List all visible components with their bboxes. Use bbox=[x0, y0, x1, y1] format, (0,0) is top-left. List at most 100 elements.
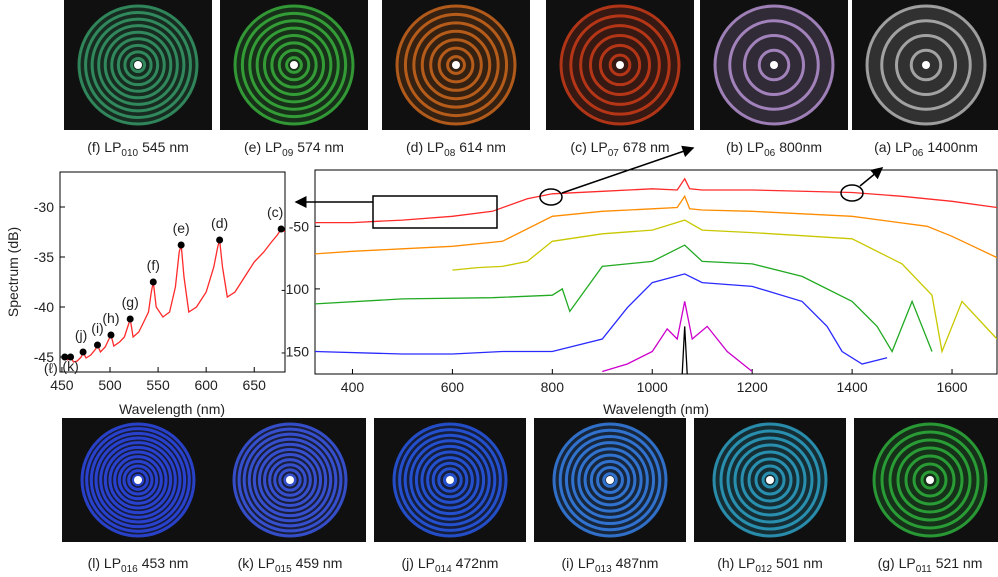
ring bbox=[589, 459, 631, 501]
core bbox=[926, 476, 934, 484]
ring bbox=[559, 4, 681, 126]
peak-label: (j) bbox=[75, 327, 87, 343]
plot-area bbox=[61, 228, 285, 363]
ring bbox=[103, 30, 173, 100]
x-tick-label: 500 bbox=[98, 377, 122, 393]
ring bbox=[552, 422, 668, 538]
caption: (b) LP06 800nm bbox=[726, 139, 822, 159]
peak-label: (ℓ) bbox=[44, 360, 58, 376]
ring bbox=[77, 4, 199, 126]
ring bbox=[888, 438, 972, 522]
plot-frame bbox=[314, 169, 998, 375]
ring bbox=[263, 34, 325, 96]
ring bbox=[733, 443, 807, 517]
caption-text: 574 nm bbox=[297, 139, 344, 155]
core bbox=[286, 476, 294, 484]
y-tick-label: -45 bbox=[34, 349, 54, 365]
zoom-box bbox=[372, 195, 498, 229]
ring bbox=[248, 19, 340, 111]
ring bbox=[909, 48, 943, 82]
x-tick-label: 450 bbox=[50, 377, 74, 393]
core bbox=[606, 476, 614, 484]
y-tick-label: -30 bbox=[34, 199, 54, 215]
mode-image bbox=[700, 0, 848, 130]
mode-image bbox=[62, 418, 214, 542]
y-tick-label: -50 bbox=[289, 218, 309, 234]
caption: (c) LP07 678 nm bbox=[570, 139, 669, 159]
peak-point bbox=[79, 348, 87, 356]
ring bbox=[558, 428, 662, 532]
ring bbox=[728, 19, 820, 111]
caption: (f) LP010 545 nm bbox=[87, 139, 189, 159]
caption-text: 678 nm bbox=[623, 139, 670, 155]
caption-sub: 015 bbox=[275, 564, 292, 575]
caption-label: (h) LP bbox=[717, 555, 755, 571]
ring bbox=[895, 34, 957, 96]
ring bbox=[583, 453, 637, 507]
peak-point bbox=[149, 278, 157, 286]
ring bbox=[285, 56, 303, 74]
ring bbox=[420, 450, 480, 510]
ring bbox=[277, 48, 311, 82]
ring bbox=[131, 473, 145, 487]
ring bbox=[920, 470, 940, 490]
ring bbox=[273, 463, 307, 497]
ring bbox=[257, 447, 323, 513]
caption: (k) LP015 459 nm bbox=[238, 555, 343, 575]
peak-label: (k) bbox=[62, 358, 78, 374]
core bbox=[616, 61, 624, 69]
caption-label: (k) LP bbox=[238, 555, 275, 571]
ring bbox=[117, 459, 159, 501]
ring bbox=[90, 17, 186, 113]
ring bbox=[726, 436, 814, 524]
y-axis-label: Spectrum (dB) bbox=[5, 227, 21, 317]
ring bbox=[743, 34, 805, 96]
ring bbox=[392, 422, 508, 538]
caption-text: 453 nm bbox=[142, 555, 189, 571]
ring bbox=[412, 21, 500, 109]
caption-label: (a) LP bbox=[874, 139, 912, 155]
ring bbox=[398, 428, 502, 532]
core bbox=[446, 476, 454, 484]
x-axis-label: Wavelength (nm) bbox=[119, 401, 225, 417]
x-tick-label: 650 bbox=[243, 377, 267, 393]
plot-area bbox=[315, 177, 997, 374]
ring bbox=[442, 472, 458, 488]
ring bbox=[596, 466, 624, 494]
peak-point bbox=[277, 225, 285, 233]
x-tick-label: 1400 bbox=[837, 379, 868, 395]
caption: (i) LP013 487nm bbox=[562, 555, 659, 575]
caption-text: 614 nm bbox=[459, 139, 506, 155]
ring bbox=[283, 473, 297, 487]
mode-image bbox=[374, 418, 526, 542]
ring bbox=[278, 468, 302, 492]
peak-label: (h) bbox=[102, 310, 119, 326]
caption-sub: 014 bbox=[435, 564, 452, 575]
peak-point bbox=[107, 331, 115, 339]
spectrum-line bbox=[315, 194, 997, 259]
ring bbox=[409, 439, 491, 521]
peak-label: (d) bbox=[211, 215, 228, 231]
ring bbox=[129, 56, 147, 74]
ring bbox=[85, 427, 191, 533]
plot-frame bbox=[59, 171, 286, 373]
ring bbox=[713, 4, 835, 126]
ring bbox=[571, 441, 649, 519]
caption-label: (g) LP bbox=[878, 555, 916, 571]
ring bbox=[429, 38, 483, 92]
ring bbox=[865, 4, 987, 126]
y-tick-label: -40 bbox=[34, 299, 54, 315]
ring bbox=[577, 447, 643, 513]
caption-label: (d) LP bbox=[406, 139, 444, 155]
ring bbox=[598, 43, 642, 87]
mark-ellipse bbox=[539, 188, 563, 206]
x-tick-label: 1200 bbox=[737, 379, 768, 395]
mode-image bbox=[546, 0, 694, 130]
peak-label: (i) bbox=[91, 320, 103, 336]
ring bbox=[252, 442, 328, 518]
spectrum-line bbox=[61, 228, 285, 363]
caption-label: (b) LP bbox=[726, 139, 764, 155]
ring bbox=[747, 457, 793, 503]
ring bbox=[564, 434, 656, 526]
ring bbox=[110, 37, 166, 93]
